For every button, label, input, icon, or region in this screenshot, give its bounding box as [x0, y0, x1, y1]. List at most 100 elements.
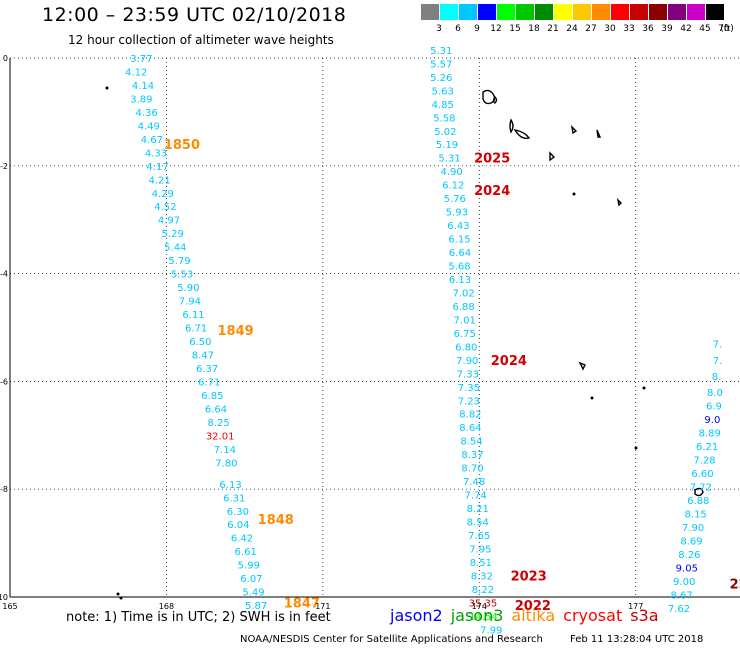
wave-height-reading: 4.49 — [138, 121, 160, 132]
wave-height-reading: 7.80 — [215, 458, 237, 469]
wave-height-reading: 7.14 — [214, 445, 236, 456]
x-tick-label: 171 — [315, 602, 330, 611]
wave-height-reading: 5.57 — [430, 59, 452, 70]
legend-label: 27 — [585, 24, 597, 34]
island-outline — [509, 118, 514, 134]
x-tick-label: 174 — [472, 602, 487, 611]
wave-height-reading: 8.82 — [459, 410, 481, 421]
legend-swatch — [459, 4, 477, 20]
legend-swatch — [573, 4, 591, 20]
legend-swatch — [421, 4, 439, 20]
wave-height-reading: 7.90 — [456, 356, 478, 367]
wave-height-reading: 8.15 — [685, 509, 707, 520]
wave-height-reading: 8.0 — [707, 388, 723, 399]
wave-height-reading: 8.89 — [699, 429, 721, 440]
map-subtitle: 12 hour collection of altimeter wave hei… — [68, 33, 334, 47]
pass-number-label: 2025 — [474, 152, 510, 167]
legend-label: 18 — [528, 24, 540, 34]
wave-height-reading: 7.74 — [465, 491, 487, 502]
wave-height-reading: 5.31 — [438, 154, 460, 165]
x-tick-label: 177 — [628, 602, 643, 611]
legend-label: 36 — [642, 24, 654, 34]
pass-number-label: 2022 — [515, 599, 551, 614]
wave-height-reading: 7.33 — [457, 369, 479, 380]
wave-height-reading: 4.14 — [132, 81, 154, 92]
satellite-altika: altika — [511, 606, 556, 625]
timestamp-text: Feb 11 13:28:04 UTC 2018 — [570, 634, 704, 645]
island-dot — [116, 592, 120, 596]
wave-height-reading: 6.30 — [227, 507, 249, 518]
wave-height-reading: 7.02 — [453, 288, 475, 299]
wave-height-reading: 5.58 — [433, 113, 455, 124]
track-jason3-2: 7. 7. 8. 8.0 6.9 9.0 8.89 6.21 7.28 6.60 7.72 6.88 8… — [668, 340, 723, 615]
satellite-key: jason2 jason3 altika cryosat s3a — [390, 606, 667, 625]
wave-height-reading: 7.90 — [682, 523, 704, 534]
units-note: note: 1) Time is in UTC; 2) SWH is in fe… — [66, 610, 331, 625]
x-tick-label: 168 — [159, 602, 174, 611]
legend-swatch — [535, 4, 553, 20]
legend-swatch — [668, 4, 686, 20]
legend-swatch — [478, 4, 496, 20]
wave-height-reading: 8.32 — [471, 571, 493, 582]
legend-label: 15 — [509, 24, 521, 34]
credit-text: NOAA/NESDIS Center for Satellite Applica… — [240, 634, 543, 645]
legend-unit: (ft) — [720, 24, 734, 34]
wave-height-reading: 7.72 — [690, 483, 712, 494]
wave-height-reading: 7.62 — [668, 604, 690, 615]
map-title: 12:00 – 23:59 UTC 02/10/2018 — [42, 4, 347, 26]
wave-height-reading: 8.54 — [467, 518, 489, 529]
y-tick-label: -4 — [0, 270, 8, 279]
x-tick-label: 165 — [2, 602, 17, 611]
wave-height-reading: 4.29 — [152, 189, 174, 200]
wave-height-reading: 5.29 — [162, 229, 184, 240]
island-dot — [642, 386, 646, 390]
wave-height-reading: 3.77 — [130, 54, 152, 65]
wave-height-reading: 4.85 — [432, 100, 454, 111]
legend-label: 21 — [547, 24, 559, 34]
island-dot — [572, 192, 576, 196]
wave-height-reading: 6.61 — [235, 547, 257, 558]
wave-height-reading: 5.02 — [434, 127, 456, 138]
wave-height-reading: 6.11 — [182, 310, 204, 321]
legend-label: 70 — [718, 24, 730, 34]
island-outlines — [105, 86, 704, 600]
wave-height-reading: 5.68 — [448, 262, 470, 273]
wave-height-reading: 8.64 — [459, 423, 481, 434]
pass-number-label: 1850 — [164, 138, 200, 153]
legend-label: 24 — [566, 24, 578, 34]
wave-height-reading: 9.05 — [676, 563, 698, 574]
wave-height-reading: 7.35 — [458, 383, 480, 394]
island-outline — [616, 197, 622, 207]
credit-footer: NOAA/NESDIS Center for Satellite Applica… — [240, 634, 727, 645]
wave-height-reading: 4.52 — [154, 202, 176, 213]
wave-height-reading: 5.90 — [177, 283, 199, 294]
wave-height-reading: 5.63 — [432, 86, 454, 97]
wave-height-reading: 6.15 — [448, 235, 470, 246]
legend-swatch — [649, 4, 667, 20]
satellite-cryosat: cryosat — [563, 606, 623, 625]
island-outline — [596, 129, 602, 138]
wave-height-reading: 8.67 — [670, 590, 692, 601]
legend-swatch — [497, 4, 515, 20]
legend-label: 12 — [490, 24, 502, 34]
wave-height-reading: 6.42 — [231, 534, 253, 545]
wave-height-reading: 6.21 — [696, 442, 718, 453]
wave-height-reading: 8.21 — [467, 504, 489, 515]
wave-height-reading: 35.35 — [469, 598, 498, 609]
legend-label: 9 — [474, 24, 480, 34]
wave-height-reading: 6.75 — [454, 329, 476, 340]
island-outline — [482, 89, 496, 105]
legend-swatch — [554, 4, 572, 20]
y-tick-label: -2 — [0, 162, 8, 171]
legend-swatch — [706, 4, 724, 20]
wave-height-reading: 6.64 — [449, 248, 471, 259]
wave-height-reading: 7.01 — [454, 315, 476, 326]
wave-height-reading: 4.36 — [135, 108, 157, 119]
wave-height-reading: 6.50 — [189, 337, 211, 348]
legend-label: 42 — [680, 24, 692, 34]
wave-height-reading: 6.37 — [196, 364, 218, 375]
island-outline — [570, 124, 578, 135]
wave-height-reading: 6.88 — [453, 302, 475, 313]
wave-height-reading: 6.13 — [449, 275, 471, 286]
pass-number-label: 22 — [730, 578, 740, 593]
